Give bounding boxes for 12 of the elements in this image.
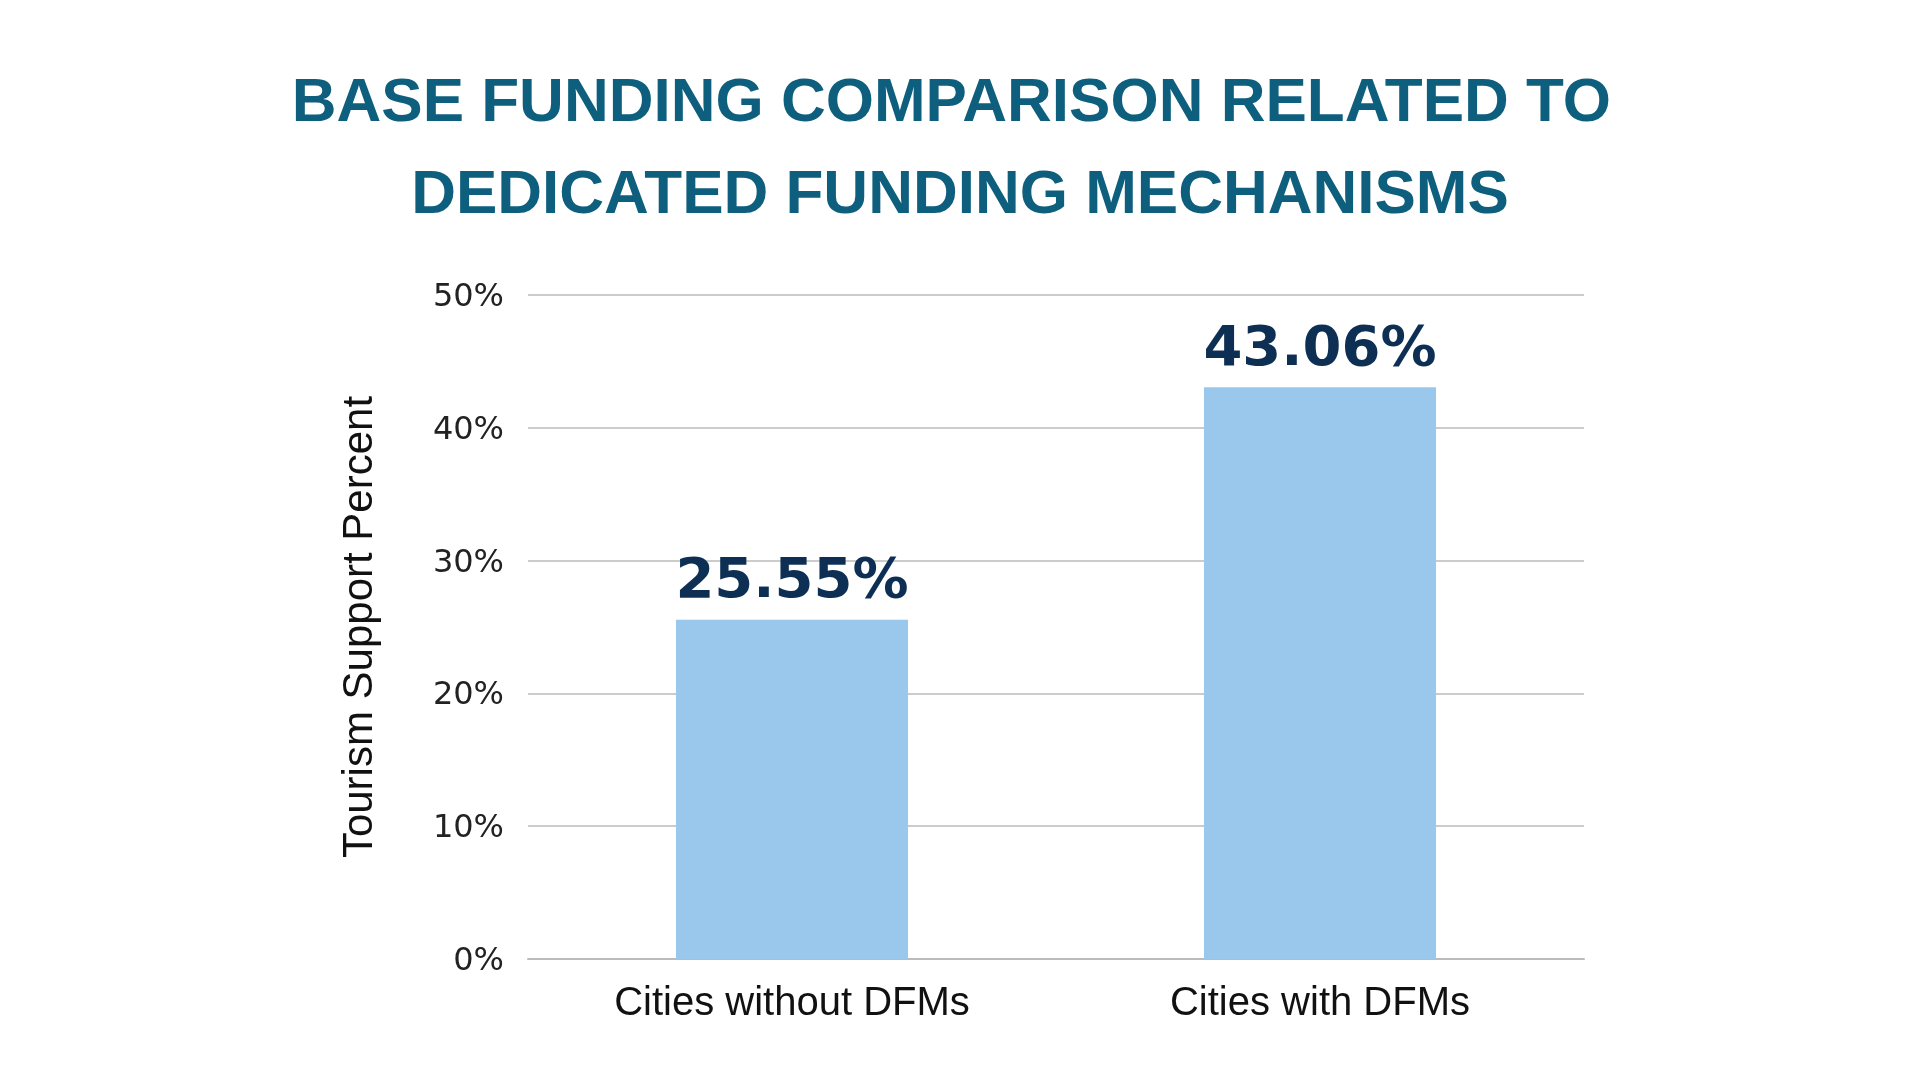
x-tick-label: Cities without DFMs	[614, 979, 970, 1023]
y-tick-label: 20%	[432, 674, 504, 713]
y-tick-label: 10%	[432, 807, 504, 846]
y-tick-label: 0%	[453, 940, 504, 978]
y-tick-label: 40%	[432, 408, 504, 447]
data-label: 25.55%	[675, 545, 909, 611]
data-label: 43.06%	[1203, 312, 1437, 378]
y-tick-label: 50%	[432, 276, 504, 314]
y-tick-label: 30%	[432, 541, 504, 580]
chart-title: BASE FUNDING COMPARISON RELATED TO DEDICATED FUNDING MECHANISMS	[291, 64, 1629, 226]
x-tick-label: Cities with DFMs	[1169, 979, 1471, 1023]
y-axis-title: Tourism Support Percent	[333, 395, 381, 859]
